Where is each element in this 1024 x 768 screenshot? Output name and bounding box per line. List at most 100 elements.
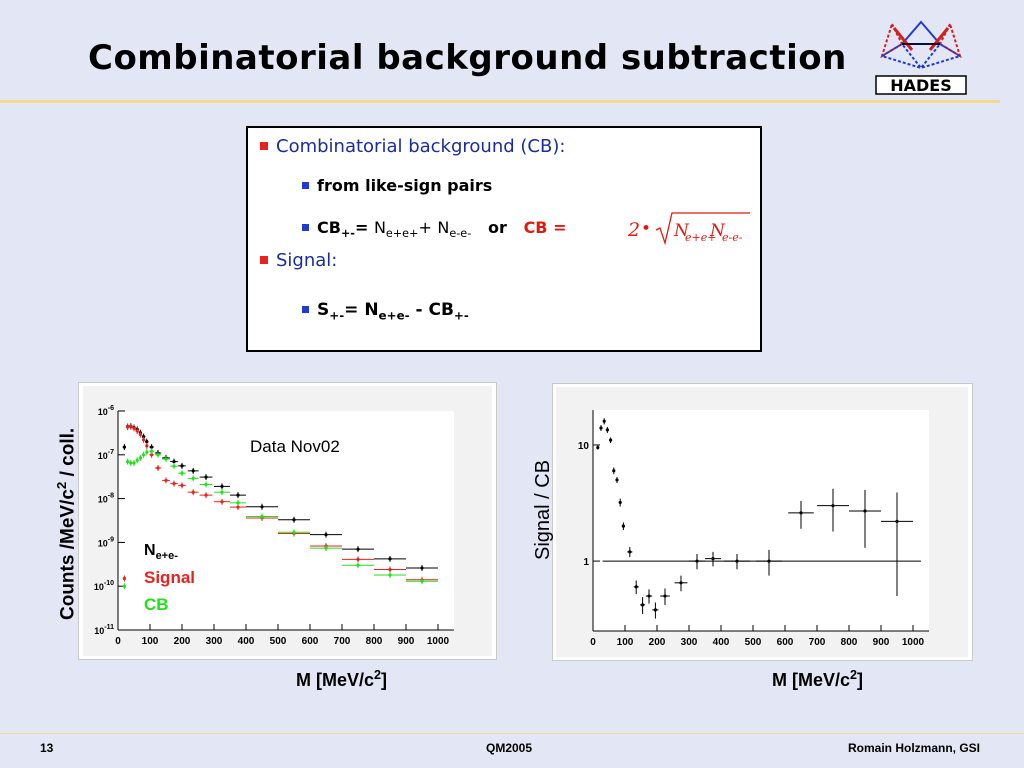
data-point xyxy=(220,484,224,488)
right-x-axis-title: M [MeV/c2] xyxy=(772,668,864,690)
data-point xyxy=(663,594,667,598)
x-tick-label: 200 xyxy=(649,637,666,648)
legend-cb: CB xyxy=(144,595,169,614)
bullet-icon xyxy=(260,256,268,264)
data-point xyxy=(122,576,126,581)
left-x-axis-title: M [MeV/c2] xyxy=(296,668,388,690)
data-point xyxy=(356,547,360,551)
data-point xyxy=(420,566,424,570)
data-point xyxy=(191,469,195,473)
x-tick-label: 700 xyxy=(334,636,351,647)
data-point xyxy=(204,482,208,487)
x-tick-label: 700 xyxy=(809,637,826,648)
data-point xyxy=(122,584,126,588)
definition-box: Combinatorial background (CB): from like… xyxy=(246,126,762,352)
data-point xyxy=(150,453,154,457)
svg-text:N: N xyxy=(709,221,726,241)
data-point xyxy=(695,559,699,563)
x-tick-label: 400 xyxy=(713,637,730,648)
x-tick-label: 900 xyxy=(398,636,415,647)
data-point xyxy=(292,530,296,534)
data-point xyxy=(172,459,176,464)
data-point xyxy=(156,453,160,457)
x-tick-label: 400 xyxy=(238,636,255,647)
hades-logo: HADES xyxy=(875,20,967,95)
y-tick-label: 1 xyxy=(583,557,589,568)
data-point xyxy=(145,450,149,454)
data-point xyxy=(356,563,360,567)
right-y-axis-title: Signal / CB xyxy=(532,459,554,560)
data-point xyxy=(236,493,240,497)
data-point xyxy=(609,438,613,442)
y-tick-label: 10 xyxy=(578,441,590,452)
data-point xyxy=(204,493,208,497)
x-tick-label: 800 xyxy=(366,636,383,647)
bullet-cb: Combinatorial background (CB): xyxy=(260,136,565,157)
data-point xyxy=(150,449,154,453)
data-point xyxy=(220,490,224,494)
data-point xyxy=(388,573,392,577)
data-point xyxy=(863,509,867,513)
data-point xyxy=(142,453,146,457)
y-tick-label: 10-7 xyxy=(98,449,114,461)
x-tick-label: 100 xyxy=(617,637,634,648)
data-point xyxy=(204,475,208,479)
bullet-cb-formula: CB+-= Ne+e++ Ne-e- or CB = xyxy=(302,218,566,240)
data-point xyxy=(605,428,609,432)
data-point xyxy=(641,603,645,607)
data-point xyxy=(356,557,360,561)
data-point xyxy=(164,457,168,461)
y-tick-label: 10-11 xyxy=(94,624,114,636)
svg-text:•: • xyxy=(641,219,651,239)
x-tick-label: 800 xyxy=(841,637,858,648)
svg-text:HADES: HADES xyxy=(890,76,952,95)
data-point xyxy=(180,471,184,475)
x-tick-label: 600 xyxy=(777,637,794,648)
data-point xyxy=(145,444,149,448)
data-point xyxy=(180,483,184,488)
data-point xyxy=(602,419,606,423)
x-tick-label: 300 xyxy=(206,636,223,647)
detector-sectors-icon xyxy=(879,20,963,70)
right-chart-svg: 0 100 200 300 400 500 600 700 800 900 1000 10 1 xyxy=(578,410,929,648)
bullet-signal-formula: S+-= Ne+e- - CB+- xyxy=(302,300,469,322)
series-cb xyxy=(122,448,438,590)
data-point xyxy=(596,445,600,450)
y-tick-label: 10-8 xyxy=(98,493,114,505)
data-point xyxy=(156,466,160,470)
data-point xyxy=(138,432,142,437)
data-point xyxy=(388,567,392,572)
bullet-signal: Signal: xyxy=(260,250,337,271)
data-point xyxy=(172,464,176,468)
data-point xyxy=(324,533,328,537)
footer-page-number: 13 xyxy=(40,741,54,755)
x-tick-label: 0 xyxy=(590,637,596,648)
data-point xyxy=(711,557,715,561)
data-point xyxy=(260,514,264,519)
svg-text:e+e+: e+e+ xyxy=(685,231,716,244)
chart-annotation: Data Nov02 xyxy=(250,437,340,456)
data-point xyxy=(138,456,142,460)
bullet-icon xyxy=(260,142,268,150)
x-tick-label: 900 xyxy=(873,637,890,648)
bullet-like-sign: from like-sign pairs xyxy=(302,176,492,195)
data-point xyxy=(129,425,133,429)
x-tick-label: 300 xyxy=(681,637,698,648)
data-point xyxy=(145,440,149,444)
footer-author: Romain Holzmann, GSI xyxy=(847,741,980,755)
bullet-icon xyxy=(302,182,309,189)
data-point xyxy=(172,482,176,486)
x-tick-label: 0 xyxy=(115,636,121,647)
data-point xyxy=(132,461,136,465)
data-point xyxy=(220,500,224,504)
bullet-icon xyxy=(302,306,309,313)
left-chart-svg: 0 100 200 300 400 500 600 700 800 900 1000 10-6 10-7… xyxy=(94,405,454,647)
slide-title: Combinatorial background subtraction xyxy=(88,38,847,78)
data-point xyxy=(191,476,195,480)
data-point xyxy=(621,524,625,528)
data-point xyxy=(191,490,195,494)
data-point xyxy=(799,511,803,515)
x-tick-label: 500 xyxy=(745,637,762,648)
data-point xyxy=(135,458,139,462)
data-point xyxy=(150,445,154,449)
